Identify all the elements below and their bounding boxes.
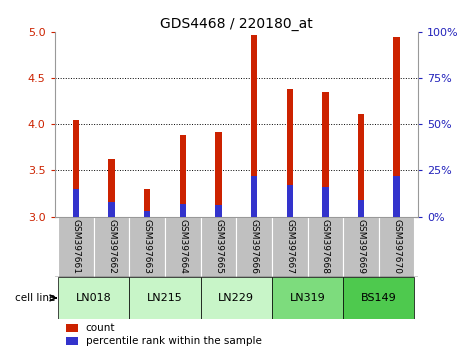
Bar bbox=[108, 159, 115, 217]
Text: GSM397665: GSM397665 bbox=[214, 219, 223, 274]
Bar bbox=[379, 217, 414, 277]
Bar bbox=[272, 277, 343, 319]
Text: GSM397667: GSM397667 bbox=[285, 219, 294, 274]
Bar bbox=[58, 277, 129, 319]
Bar bbox=[144, 211, 151, 217]
Bar bbox=[322, 187, 329, 217]
Bar bbox=[251, 176, 257, 217]
Bar bbox=[180, 204, 186, 217]
Text: LN215: LN215 bbox=[147, 293, 183, 303]
Bar bbox=[393, 176, 400, 217]
Bar bbox=[165, 217, 200, 277]
Text: GSM397663: GSM397663 bbox=[143, 219, 152, 274]
Text: GSM397666: GSM397666 bbox=[250, 219, 258, 274]
Bar bbox=[144, 189, 151, 217]
Bar bbox=[343, 217, 379, 277]
Bar bbox=[358, 200, 364, 217]
Text: LN018: LN018 bbox=[76, 293, 112, 303]
Bar bbox=[272, 217, 308, 277]
Text: GSM397669: GSM397669 bbox=[357, 219, 365, 274]
Text: GSM397664: GSM397664 bbox=[179, 219, 187, 274]
Bar bbox=[215, 205, 222, 217]
Bar bbox=[180, 135, 186, 217]
Bar bbox=[393, 38, 400, 217]
Bar bbox=[286, 185, 293, 217]
Text: LN229: LN229 bbox=[218, 293, 254, 303]
Bar bbox=[73, 120, 79, 217]
Text: GSM397662: GSM397662 bbox=[107, 219, 116, 274]
Bar bbox=[322, 92, 329, 217]
Text: GSM397670: GSM397670 bbox=[392, 219, 401, 274]
Bar bbox=[201, 277, 272, 319]
Text: BS149: BS149 bbox=[361, 293, 397, 303]
Title: GDS4468 / 220180_at: GDS4468 / 220180_at bbox=[160, 17, 313, 31]
Bar bbox=[201, 217, 237, 277]
Bar bbox=[58, 217, 94, 277]
Text: cell line: cell line bbox=[15, 293, 55, 303]
Bar bbox=[73, 189, 79, 217]
Bar bbox=[129, 277, 200, 319]
Bar bbox=[358, 114, 364, 217]
Bar bbox=[129, 217, 165, 277]
Text: percentile rank within the sample: percentile rank within the sample bbox=[86, 336, 261, 346]
Bar bbox=[251, 35, 257, 217]
Bar bbox=[108, 202, 115, 217]
Text: LN319: LN319 bbox=[290, 293, 325, 303]
Bar bbox=[94, 217, 129, 277]
Bar bbox=[215, 132, 222, 217]
Bar bbox=[343, 277, 414, 319]
Bar bbox=[66, 324, 78, 332]
Text: count: count bbox=[86, 323, 115, 333]
Bar bbox=[286, 89, 293, 217]
Text: GSM397668: GSM397668 bbox=[321, 219, 330, 274]
Bar bbox=[308, 217, 343, 277]
Bar bbox=[66, 337, 78, 345]
Bar bbox=[237, 217, 272, 277]
Text: GSM397661: GSM397661 bbox=[72, 219, 80, 274]
